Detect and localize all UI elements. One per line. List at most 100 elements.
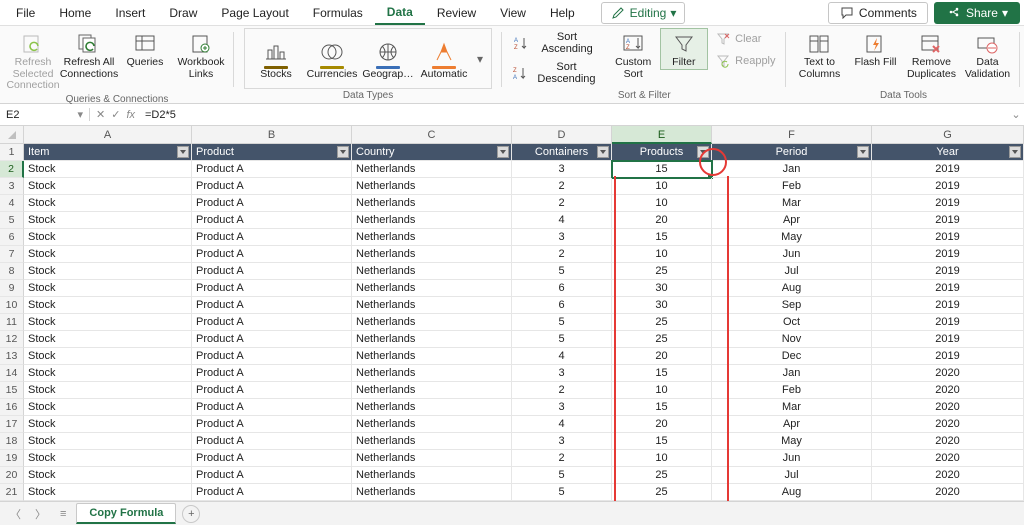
- cancel-icon[interactable]: ✕: [96, 108, 105, 121]
- cell[interactable]: 2019: [872, 348, 1024, 365]
- filter-dropdown-icon[interactable]: [697, 146, 709, 158]
- cell[interactable]: Sep: [712, 297, 872, 314]
- cell[interactable]: Product A: [192, 314, 352, 331]
- cell[interactable]: 2019: [872, 331, 1024, 348]
- cell[interactable]: 5: [512, 263, 612, 280]
- cell[interactable]: 2019: [872, 246, 1024, 263]
- fx-icon[interactable]: fx: [126, 109, 135, 121]
- cell[interactable]: 2019: [872, 161, 1024, 178]
- cell[interactable]: Stock: [24, 195, 192, 212]
- cell[interactable]: Stock: [24, 178, 192, 195]
- row-header[interactable]: 17: [0, 416, 24, 433]
- col-header-G[interactable]: G: [872, 126, 1024, 144]
- cell[interactable]: Netherlands: [352, 246, 512, 263]
- cell[interactable]: Netherlands: [352, 382, 512, 399]
- tab-formulas[interactable]: Formulas: [301, 2, 375, 24]
- cell[interactable]: Apr: [712, 212, 872, 229]
- geography-button[interactable]: Geograp…: [361, 36, 415, 82]
- cell[interactable]: 2019: [872, 178, 1024, 195]
- cell[interactable]: Stock: [24, 212, 192, 229]
- cell[interactable]: Jun: [712, 450, 872, 467]
- currencies-button[interactable]: Currencies: [305, 36, 359, 82]
- filter-dropdown-icon[interactable]: [497, 146, 509, 158]
- row-header[interactable]: 16: [0, 399, 24, 416]
- cell[interactable]: Product A: [192, 433, 352, 450]
- cell[interactable]: 10: [612, 450, 712, 467]
- cell[interactable]: 2020: [872, 467, 1024, 484]
- cell[interactable]: 2020: [872, 399, 1024, 416]
- cell[interactable]: 2019: [872, 195, 1024, 212]
- cell[interactable]: 30: [612, 280, 712, 297]
- cell[interactable]: Stock: [24, 450, 192, 467]
- cell[interactable]: Netherlands: [352, 297, 512, 314]
- cell[interactable]: Stock: [24, 297, 192, 314]
- cell[interactable]: Netherlands: [352, 433, 512, 450]
- cell[interactable]: Aug: [712, 280, 872, 297]
- sort-desc-button[interactable]: ZASort Descending: [508, 58, 607, 88]
- row-header[interactable]: 4: [0, 195, 24, 212]
- tab-draw[interactable]: Draw: [157, 2, 209, 24]
- cell[interactable]: Mar: [712, 399, 872, 416]
- filter-dropdown-icon[interactable]: [1009, 146, 1021, 158]
- tab-page-layout[interactable]: Page Layout: [209, 2, 300, 24]
- cell[interactable]: Jun: [712, 246, 872, 263]
- queries-button[interactable]: Queries: [118, 28, 172, 70]
- cell[interactable]: Feb: [712, 178, 872, 195]
- cell[interactable]: 2: [512, 450, 612, 467]
- cell[interactable]: 25: [612, 314, 712, 331]
- data-validation-button[interactable]: Data Validation: [960, 28, 1014, 81]
- cell[interactable]: 15: [612, 365, 712, 382]
- cell[interactable]: 2019: [872, 297, 1024, 314]
- refresh-selected-button[interactable]: Refresh Selected Connection: [6, 28, 60, 93]
- cell[interactable]: 4: [512, 348, 612, 365]
- cell[interactable]: Stock: [24, 246, 192, 263]
- cell[interactable]: Netherlands: [352, 416, 512, 433]
- cell[interactable]: Apr: [712, 416, 872, 433]
- row-header[interactable]: 7: [0, 246, 24, 263]
- cell[interactable]: Netherlands: [352, 195, 512, 212]
- cell[interactable]: Product A: [192, 280, 352, 297]
- cell[interactable]: Netherlands: [352, 280, 512, 297]
- cell[interactable]: Netherlands: [352, 467, 512, 484]
- cell[interactable]: Product A: [192, 365, 352, 382]
- cell[interactable]: Stock: [24, 467, 192, 484]
- select-all-triangle[interactable]: [0, 126, 24, 144]
- col-header-F[interactable]: F: [712, 126, 872, 144]
- cell[interactable]: Oct: [712, 314, 872, 331]
- cell[interactable]: 2: [512, 195, 612, 212]
- cell[interactable]: 4: [512, 212, 612, 229]
- cell[interactable]: Dec: [712, 348, 872, 365]
- editing-mode-button[interactable]: Editing ▾: [601, 2, 686, 24]
- cell[interactable]: Jan: [712, 365, 872, 382]
- tab-view[interactable]: View: [488, 2, 538, 24]
- cell[interactable]: 10: [612, 246, 712, 263]
- cell[interactable]: 3: [512, 365, 612, 382]
- row-header[interactable]: 20: [0, 467, 24, 484]
- cell[interactable]: 5: [512, 314, 612, 331]
- cell[interactable]: 3: [512, 229, 612, 246]
- col-header-E[interactable]: E: [612, 126, 712, 144]
- cell[interactable]: Product A: [192, 263, 352, 280]
- add-sheet-button[interactable]: +: [182, 505, 200, 523]
- cell[interactable]: Netherlands: [352, 399, 512, 416]
- cell[interactable]: 10: [612, 382, 712, 399]
- cell[interactable]: Product A: [192, 382, 352, 399]
- cell[interactable]: Stock: [24, 484, 192, 501]
- chevron-down-icon[interactable]: ▾: [473, 52, 487, 66]
- row-header[interactable]: 6: [0, 229, 24, 246]
- row-header[interactable]: 18: [0, 433, 24, 450]
- table-header-cell[interactable]: Year: [872, 144, 1024, 161]
- row-header[interactable]: 13: [0, 348, 24, 365]
- cell[interactable]: 20: [612, 212, 712, 229]
- tab-review[interactable]: Review: [425, 2, 488, 24]
- remove-duplicates-button[interactable]: Remove Duplicates: [904, 28, 958, 81]
- tab-insert[interactable]: Insert: [103, 2, 157, 24]
- cell[interactable]: Stock: [24, 433, 192, 450]
- workbook-links-button[interactable]: Workbook Links: [174, 28, 228, 81]
- filter-dropdown-icon[interactable]: [597, 146, 609, 158]
- cell[interactable]: 15: [612, 399, 712, 416]
- table-header-cell[interactable]: Products: [612, 144, 712, 161]
- expand-formula-bar-icon[interactable]: ⌄: [1008, 108, 1024, 121]
- comments-button[interactable]: Comments: [828, 2, 928, 24]
- flash-fill-button[interactable]: Flash Fill: [848, 28, 902, 70]
